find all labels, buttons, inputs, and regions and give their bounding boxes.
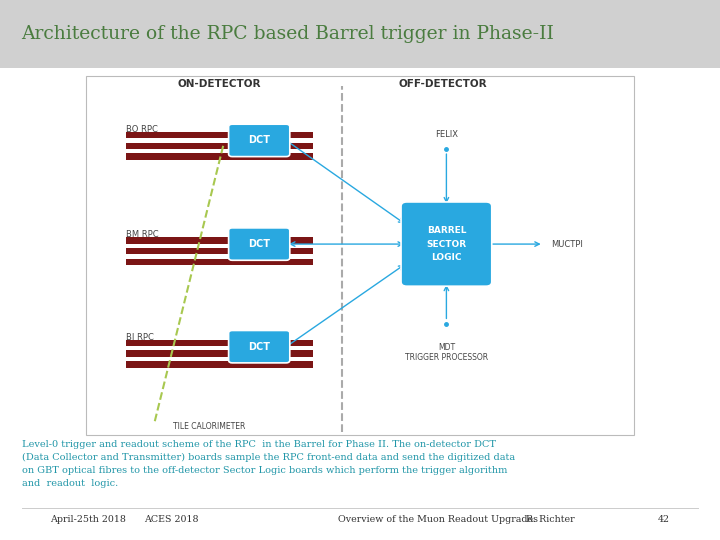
Text: MDT
TRIGGER PROCESSOR: MDT TRIGGER PROCESSOR [405, 343, 488, 362]
Text: April-25th 2018: April-25th 2018 [50, 515, 126, 524]
Text: BI RPC: BI RPC [126, 333, 154, 342]
FancyBboxPatch shape [126, 153, 313, 160]
FancyBboxPatch shape [86, 76, 634, 435]
Text: DCT: DCT [248, 136, 270, 145]
Text: R. Richter: R. Richter [526, 515, 575, 524]
FancyBboxPatch shape [401, 202, 492, 286]
FancyBboxPatch shape [229, 124, 289, 157]
Text: BM RPC: BM RPC [126, 231, 158, 239]
Text: Overview of the Muon Readout Upgrades: Overview of the Muon Readout Upgrades [338, 515, 539, 524]
Text: Level-0 trigger and readout scheme of the RPC  in the Barrel for Phase II. The o: Level-0 trigger and readout scheme of th… [22, 440, 515, 488]
FancyBboxPatch shape [126, 132, 313, 138]
FancyBboxPatch shape [126, 340, 313, 346]
Text: 42: 42 [657, 515, 670, 524]
FancyBboxPatch shape [229, 228, 289, 260]
Text: MUCTPI: MUCTPI [551, 240, 582, 248]
Text: ACES 2018: ACES 2018 [144, 515, 199, 524]
Text: Architecture of the RPC based Barrel trigger in Phase-II: Architecture of the RPC based Barrel tri… [22, 25, 554, 43]
FancyBboxPatch shape [126, 361, 313, 368]
Text: ON-DETECTOR: ON-DETECTOR [178, 79, 261, 89]
Text: OFF-DETECTOR: OFF-DETECTOR [398, 79, 487, 89]
Text: FELIX: FELIX [435, 130, 458, 139]
FancyBboxPatch shape [0, 0, 720, 68]
FancyBboxPatch shape [126, 259, 313, 265]
FancyBboxPatch shape [126, 237, 313, 244]
FancyBboxPatch shape [126, 350, 313, 357]
FancyBboxPatch shape [229, 330, 289, 363]
Text: BO RPC: BO RPC [126, 125, 158, 134]
Text: TILE CALORIMETER: TILE CALORIMETER [173, 422, 245, 431]
Text: DCT: DCT [248, 239, 270, 249]
Text: BARREL
SECTOR
LOGIC: BARREL SECTOR LOGIC [426, 226, 467, 262]
FancyBboxPatch shape [126, 248, 313, 254]
Text: DCT: DCT [248, 342, 270, 352]
FancyBboxPatch shape [126, 143, 313, 149]
